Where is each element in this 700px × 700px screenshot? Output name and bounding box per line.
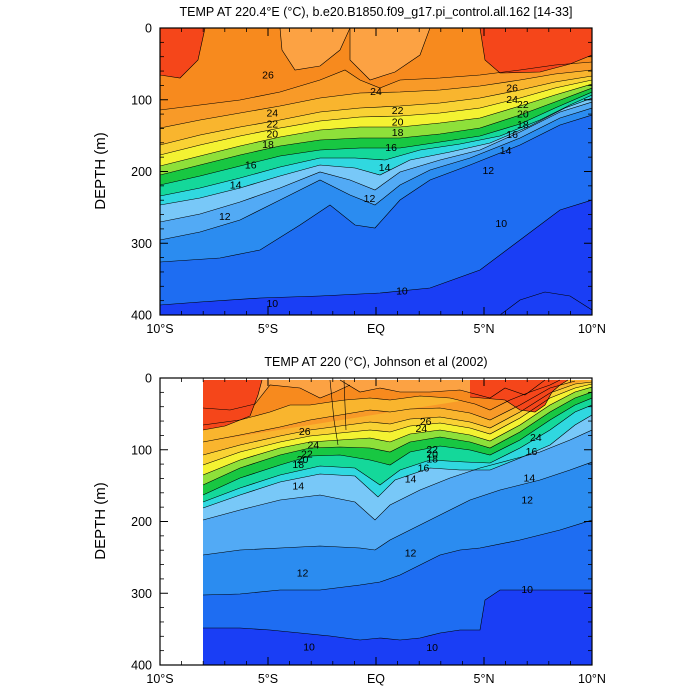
contour-label: 26 xyxy=(506,83,518,95)
contour-label: 14 xyxy=(292,481,304,493)
contour-label: 14 xyxy=(524,473,536,485)
layer-27-east xyxy=(470,380,568,412)
y-tick-label: 0 xyxy=(145,22,152,36)
contour-label: 10 xyxy=(521,584,533,596)
panel-1-title: TEMP AT 220.4°E (°C), b.e20.B1850.f09_g1… xyxy=(180,5,573,19)
contour-label: 16 xyxy=(385,142,397,154)
layer-27-west xyxy=(203,380,262,430)
layer-9-core xyxy=(500,292,592,315)
contour-label: 10 xyxy=(266,298,278,310)
panel-1-contour-labels: 2626242424222222202020181818161616141414… xyxy=(219,70,529,310)
panel-2-contour-lines xyxy=(202,379,592,641)
x-tick-label: 5°N xyxy=(474,322,495,336)
y-tick-label: 400 xyxy=(131,659,152,673)
contour-label: 26 xyxy=(299,426,311,438)
x-tick-label: 10°S xyxy=(146,672,173,686)
contour-label: 14 xyxy=(379,162,391,174)
contour-label: 18 xyxy=(292,459,304,471)
layer-26-warm xyxy=(280,28,350,70)
y-tick-label: 400 xyxy=(131,309,152,323)
contour-label: 16 xyxy=(245,159,257,171)
contour-label: 12 xyxy=(364,193,376,205)
panel-2-axes: 10°S 5°S EQ 5°N 10°N 0 100 200 300 400 xyxy=(131,372,606,687)
x-tick-label: EQ xyxy=(367,322,385,336)
contour-label: 18 xyxy=(517,119,529,131)
contour-label: 16 xyxy=(418,463,430,475)
panel-2-ylabel: DEPTH (m) xyxy=(92,482,109,560)
contour-label: 22 xyxy=(266,118,278,130)
contour-label: 16 xyxy=(526,446,538,458)
contour-label: 12 xyxy=(405,547,417,559)
x-tick-label: 5°S xyxy=(258,672,278,686)
panel-2-title: TEMP AT 220 (°C), Johnson et al (2002) xyxy=(264,355,487,369)
layer-26-warm-2 xyxy=(350,28,430,80)
y-tick-label: 300 xyxy=(131,237,152,251)
y-tick-label: 200 xyxy=(131,515,152,529)
contour-label: 10 xyxy=(426,642,438,654)
x-tick-label: 5°N xyxy=(474,672,495,686)
contour-label: 18 xyxy=(262,139,274,151)
contour-label: 14 xyxy=(500,145,512,157)
contour-label: 24 xyxy=(416,423,428,435)
contour-label: 12 xyxy=(297,567,309,579)
x-tick-label: EQ xyxy=(367,672,385,686)
panel-1-ylabel: DEPTH (m) xyxy=(92,132,109,210)
contour-label: 22 xyxy=(301,448,313,460)
x-tick-label: 10°N xyxy=(578,322,606,336)
contour-label: 10 xyxy=(396,286,408,298)
contour-label: 14 xyxy=(230,179,242,191)
layer-27-west xyxy=(160,28,205,78)
contour-label: 20 xyxy=(392,116,404,128)
contour-label: 24 xyxy=(530,432,542,444)
y-tick-label: 300 xyxy=(131,587,152,601)
contour-label: 24 xyxy=(506,94,518,106)
contour-label: 22 xyxy=(426,444,438,456)
contour-label: 20 xyxy=(517,108,529,120)
contour-label: 18 xyxy=(426,453,438,465)
y-tick-label: 100 xyxy=(131,93,152,107)
y-tick-label: 100 xyxy=(131,443,152,457)
panel-1-contour-fill: 2626242424222222202020181818161616141414… xyxy=(160,28,592,315)
contour-label: 20 xyxy=(426,448,438,460)
panel-observed: TEMP AT 220 (°C), Johnson et al (2002) xyxy=(92,355,606,686)
contour-label: 12 xyxy=(219,211,231,223)
panel-1-axes: 10°S 5°S EQ 5°N 10°N 0 100 200 300 400 xyxy=(131,22,606,337)
contour-label: 24 xyxy=(308,440,320,452)
contour-label: 16 xyxy=(506,129,518,141)
contour-label: 18 xyxy=(392,127,404,139)
contour-label: 14 xyxy=(405,473,417,485)
contour-label: 12 xyxy=(521,494,533,506)
contour-label: 26 xyxy=(262,70,274,82)
contour-label: 10 xyxy=(495,218,507,230)
y-tick-label: 200 xyxy=(131,165,152,179)
contour-label: 22 xyxy=(517,99,529,111)
contour-label: 24 xyxy=(370,86,382,98)
contour-label: 12 xyxy=(482,165,494,177)
contour-label: 26 xyxy=(420,416,432,428)
panel-model: TEMP AT 220.4°E (°C), b.e20.B1850.f09_g1… xyxy=(92,5,606,336)
x-tick-label: 10°N xyxy=(578,672,606,686)
contour-label: 10 xyxy=(303,641,315,653)
contour-label: 20 xyxy=(297,454,309,466)
contour-label: 20 xyxy=(266,128,278,140)
contour-label: 22 xyxy=(392,105,404,117)
x-tick-label: 10°S xyxy=(146,322,173,336)
layer-27-east xyxy=(480,28,592,73)
y-tick-label: 0 xyxy=(145,372,152,386)
x-tick-label: 5°S xyxy=(258,322,278,336)
contour-label: 24 xyxy=(266,108,278,120)
panel-1-contour-lines xyxy=(160,28,592,315)
